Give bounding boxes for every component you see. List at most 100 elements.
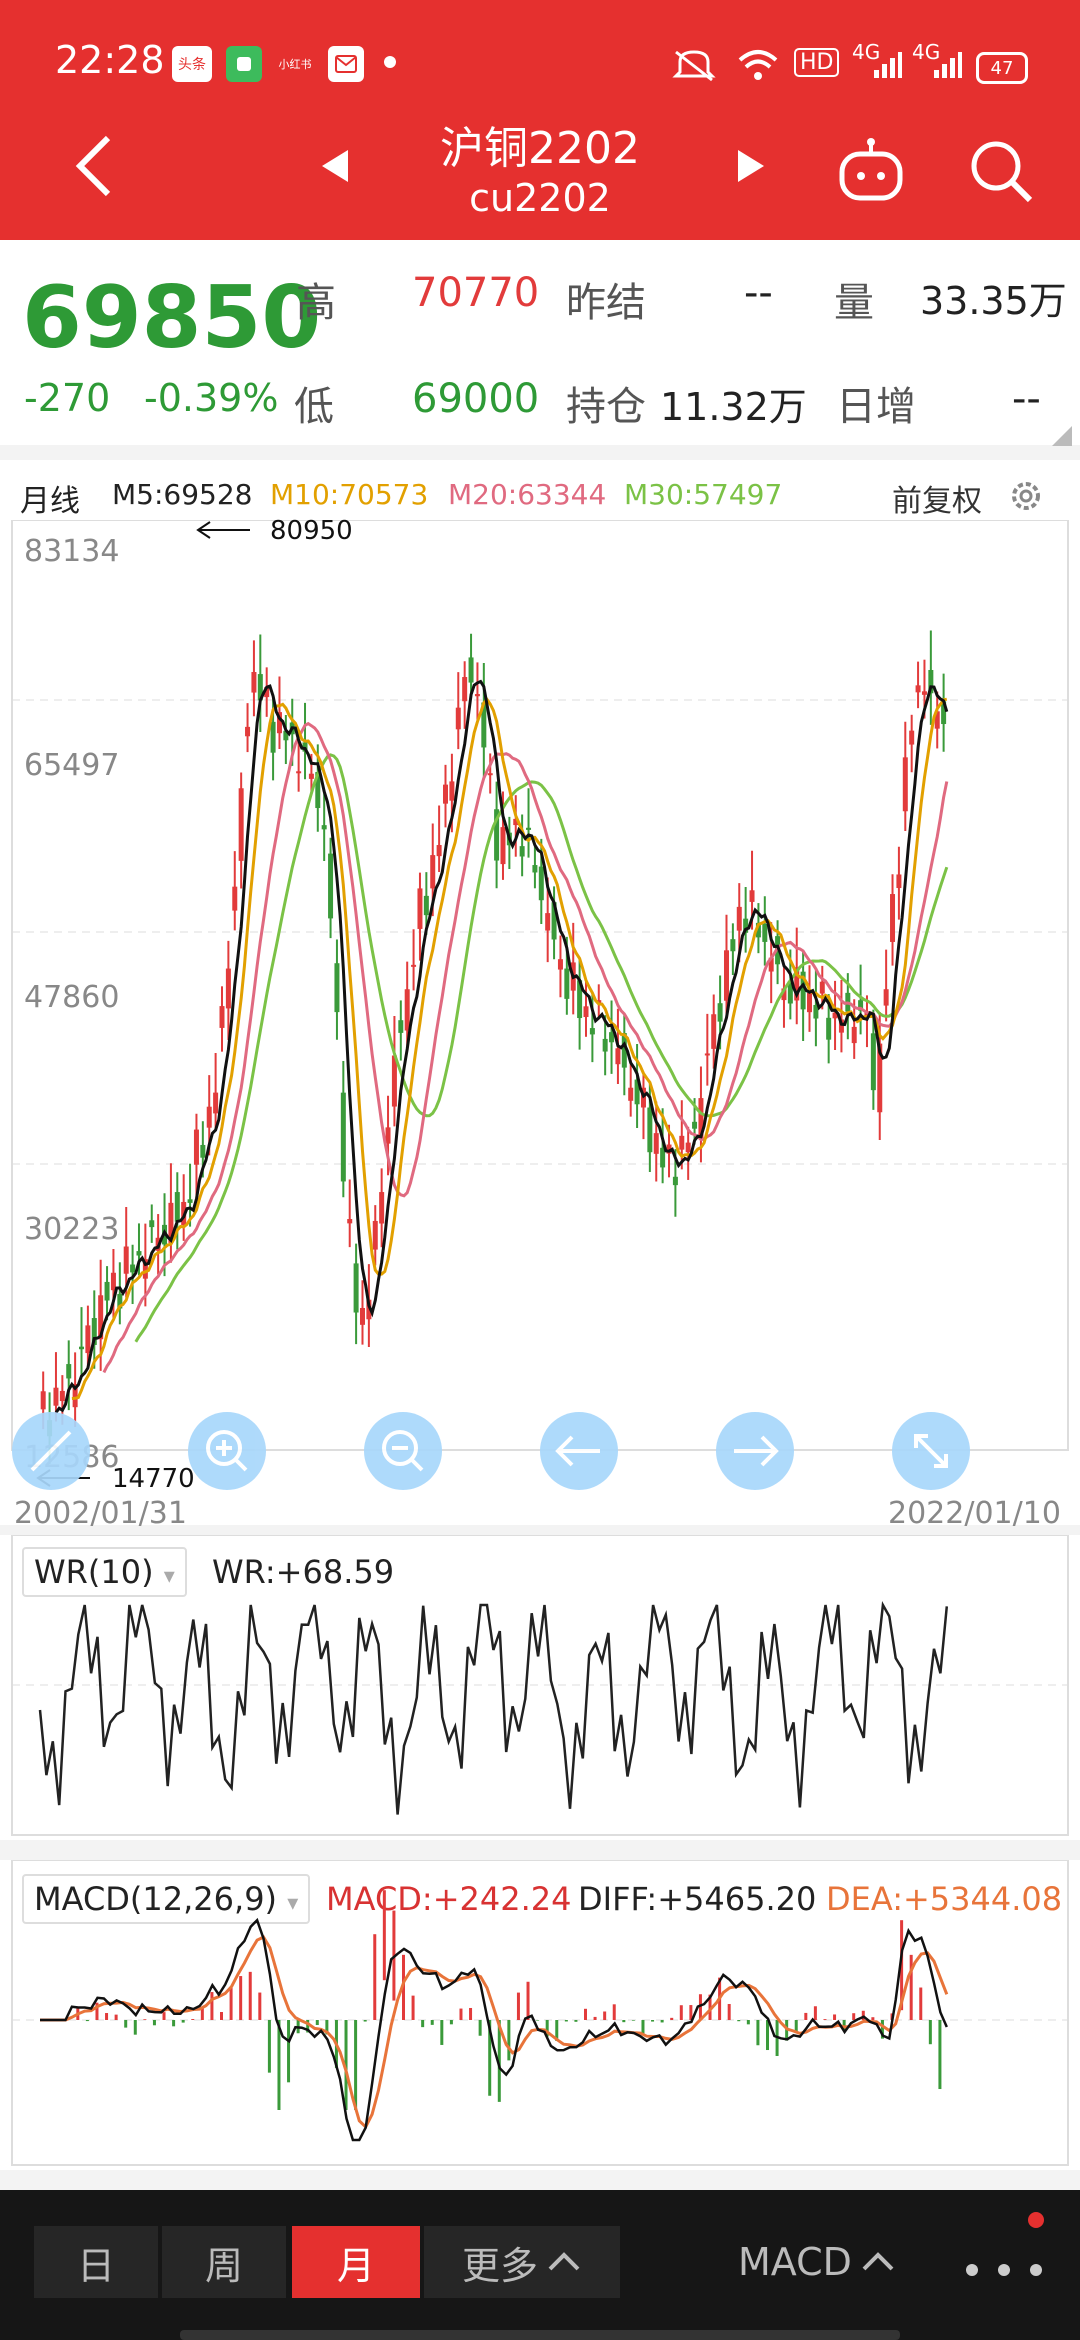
candle-body bbox=[315, 772, 321, 809]
macd-bar bbox=[373, 1934, 377, 2020]
candle-body bbox=[110, 1272, 116, 1291]
macd-bar bbox=[612, 2004, 616, 2020]
candle-body bbox=[334, 963, 340, 1013]
back-button[interactable] bbox=[66, 130, 126, 200]
next-contract-button[interactable] bbox=[732, 146, 768, 186]
macd-bar bbox=[938, 2020, 942, 2090]
candle-body bbox=[915, 685, 921, 693]
candle-body bbox=[609, 1032, 615, 1043]
candle-body bbox=[692, 1121, 698, 1129]
daily-increase-value: -- bbox=[1012, 376, 1041, 422]
macd-bar bbox=[919, 1987, 923, 2020]
candle-body bbox=[213, 1092, 219, 1114]
candle-body bbox=[819, 981, 825, 994]
scroll-left-button[interactable] bbox=[540, 1412, 618, 1490]
candle-body bbox=[136, 1251, 142, 1256]
tab-week[interactable]: 周 bbox=[162, 2226, 286, 2298]
macd-bar bbox=[239, 1976, 243, 2020]
candle-body bbox=[941, 701, 947, 725]
tab-more-label: 更多 bbox=[461, 2243, 538, 2288]
chart-settings-button[interactable] bbox=[1006, 476, 1046, 520]
zoom-in-icon bbox=[206, 1430, 248, 1472]
macd-bar bbox=[689, 2005, 693, 2020]
high-value: 70770 bbox=[412, 270, 540, 316]
search-button[interactable] bbox=[966, 136, 1036, 206]
candle-body bbox=[117, 1293, 123, 1309]
app-header: 22:28 头条 小红书 HD 4G 4G 47 沪铜2202 cu2202 bbox=[0, 0, 1080, 240]
candle-body bbox=[347, 1219, 353, 1224]
tab-day[interactable]: 日 bbox=[34, 2226, 158, 2298]
candle-body bbox=[807, 992, 813, 1013]
candle-body bbox=[826, 1017, 832, 1040]
candle-body bbox=[251, 672, 257, 693]
candle-body bbox=[308, 773, 314, 779]
macd-chart[interactable] bbox=[0, 1860, 1080, 2170]
wechat-app-icon bbox=[226, 46, 262, 82]
candle-body bbox=[858, 1000, 864, 1011]
candle-body bbox=[59, 1390, 65, 1402]
macd-bar bbox=[363, 2020, 367, 2022]
macd-bar bbox=[708, 1994, 712, 2020]
candle-body bbox=[462, 677, 468, 702]
candle-body bbox=[634, 1079, 640, 1105]
tab-more[interactable]: 更多 bbox=[424, 2226, 620, 2298]
macd-bar bbox=[191, 2019, 195, 2020]
candle-body bbox=[526, 827, 532, 830]
robot-assistant-button[interactable] bbox=[836, 136, 906, 206]
wr-chart[interactable] bbox=[0, 1535, 1080, 1840]
candle-body bbox=[902, 757, 908, 812]
zoom-out-button[interactable] bbox=[364, 1412, 442, 1490]
macd-bar bbox=[766, 2020, 769, 2051]
macd-bar bbox=[842, 2020, 846, 2031]
macd-bar bbox=[488, 2020, 492, 2096]
expand-corner-icon[interactable] bbox=[1052, 426, 1072, 450]
candle-body bbox=[666, 1144, 672, 1154]
tab-month[interactable]: 月 bbox=[292, 2226, 420, 2298]
candle-body bbox=[91, 1318, 97, 1345]
candle-body bbox=[366, 1299, 372, 1320]
macd-bar bbox=[421, 2020, 425, 2028]
chart-tool-button[interactable] bbox=[12, 1412, 90, 1490]
scroll-right-button[interactable] bbox=[716, 1412, 794, 1490]
macd-bar bbox=[430, 2020, 434, 2025]
candle-body bbox=[321, 825, 327, 830]
candle-body bbox=[800, 971, 806, 1010]
prev-contract-button[interactable] bbox=[318, 146, 354, 186]
candle-body bbox=[238, 788, 244, 861]
page-title: 沪铜2202 bbox=[440, 123, 640, 174]
wr-panel: WR(10) ▾ WR:+68.59 bbox=[0, 1535, 1080, 1840]
candle-body bbox=[430, 855, 436, 889]
wr-indicator-dropdown[interactable]: WR(10) ▾ bbox=[22, 1547, 187, 1597]
macd-bar bbox=[152, 2020, 156, 2026]
candle-body bbox=[340, 1092, 346, 1182]
candle-body bbox=[781, 988, 787, 1001]
candle-body bbox=[832, 1012, 838, 1019]
zoom-in-button[interactable] bbox=[188, 1412, 266, 1490]
wifi-icon bbox=[736, 46, 780, 86]
candle-body bbox=[487, 773, 493, 776]
more-options-button[interactable] bbox=[958, 2246, 1068, 2286]
macd-bar bbox=[698, 1994, 702, 2020]
fullscreen-button[interactable] bbox=[892, 1412, 970, 1490]
indicator-selector[interactable]: MACD bbox=[738, 2226, 896, 2298]
battery-icon: 47 bbox=[976, 52, 1028, 84]
low-label: 低 bbox=[294, 384, 334, 430]
macd-bar bbox=[200, 2007, 204, 2020]
macd-bar bbox=[497, 2020, 501, 2102]
macd-bar bbox=[306, 2020, 310, 2033]
candle-body bbox=[283, 730, 289, 741]
ma20-line bbox=[102, 721, 949, 1374]
candle-body bbox=[628, 1087, 634, 1101]
candle-body bbox=[653, 1133, 659, 1154]
macd-bar bbox=[833, 2014, 837, 2020]
chevron-down-icon: ▾ bbox=[163, 1564, 175, 1589]
candle-body bbox=[85, 1325, 91, 1354]
candle-body bbox=[755, 922, 761, 938]
adjust-mode-label[interactable]: 前复权 bbox=[892, 484, 982, 519]
macd-bar bbox=[344, 2020, 348, 2110]
candle-body bbox=[79, 1346, 85, 1350]
macd-bar bbox=[85, 2020, 89, 2022]
macd-indicator-dropdown[interactable]: MACD(12,26,9) ▾ bbox=[22, 1874, 311, 1924]
candle-body bbox=[583, 1006, 589, 1018]
kline-chart[interactable] bbox=[0, 520, 1080, 1520]
